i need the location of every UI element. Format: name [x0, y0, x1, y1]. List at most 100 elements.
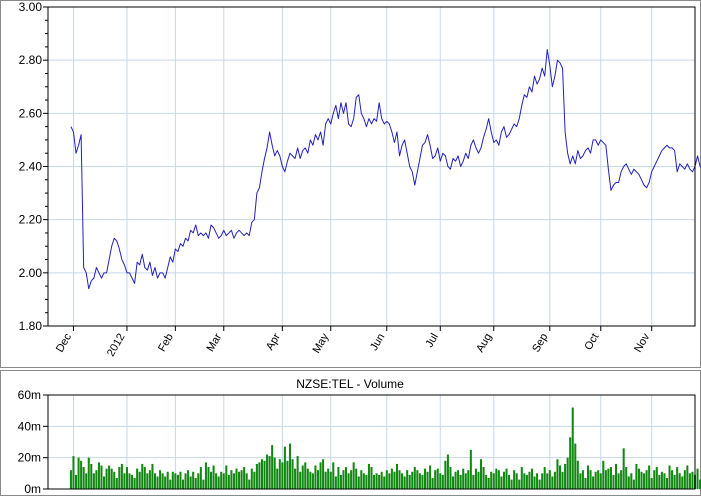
volume-bar: [92, 473, 95, 489]
volume-bar: [151, 463, 154, 489]
volume-y-tick-label: 0m: [24, 482, 41, 496]
volume-bars: [69, 407, 701, 489]
price-y-tick-label: 2.80: [19, 53, 43, 67]
volume-bar: [418, 473, 421, 489]
volume-y-tick-label: 60m: [18, 388, 41, 402]
volume-bar: [123, 473, 126, 489]
volume-bar: [189, 476, 192, 489]
volume-bar: [553, 471, 556, 489]
volume-bar: [487, 478, 490, 489]
volume-bar: [551, 476, 554, 489]
volume-bar: [146, 473, 149, 489]
volume-bar: [115, 478, 118, 489]
volume-bar: [640, 471, 643, 489]
volume-bar: [347, 473, 350, 489]
volume-bar: [250, 468, 253, 489]
volume-bar: [324, 471, 327, 489]
volume-bar: [383, 476, 386, 489]
volume-bar: [472, 474, 475, 489]
volume-bar: [665, 478, 668, 489]
volume-bar: [536, 473, 539, 489]
volume-bar: [660, 471, 663, 489]
volume-bar: [587, 465, 590, 489]
volume-bar: [352, 462, 355, 489]
volume-bar: [153, 473, 157, 489]
volume-bar: [485, 474, 488, 489]
volume-bar: [441, 474, 444, 489]
volume-bar: [235, 468, 238, 489]
volume-bar: [627, 476, 630, 489]
volume-bar: [548, 470, 551, 489]
volume-bar: [322, 459, 325, 489]
volume-bar: [655, 467, 658, 489]
volume-bar: [197, 473, 200, 489]
volume-bar: [497, 470, 500, 489]
volume-bar: [327, 468, 330, 489]
volume-bar: [314, 465, 317, 489]
volume-bar: [255, 463, 258, 489]
volume-bar: [143, 467, 146, 489]
volume-bar: [492, 473, 495, 489]
volume-bar: [505, 468, 508, 489]
volume-bar: [436, 468, 439, 489]
price-y-tick-label: 2.20: [19, 213, 43, 227]
volume-bar: [620, 470, 623, 489]
volume-bar: [668, 465, 671, 489]
volume-bar: [390, 468, 393, 489]
volume-bar: [630, 473, 633, 489]
volume-bar: [388, 473, 391, 489]
volume-bar: [100, 465, 103, 489]
volume-bar: [423, 468, 427, 489]
volume-bar: [110, 468, 113, 489]
volume-bar: [635, 463, 638, 489]
volume-bar: [85, 473, 88, 489]
volume-bar: [609, 467, 612, 489]
price-plot-area: [47, 6, 696, 327]
volume-bar: [658, 474, 661, 489]
volume-bar: [332, 462, 335, 489]
price-y-tick-label: 1.80: [19, 319, 43, 333]
volume-bar: [594, 471, 597, 489]
volume-bar: [380, 471, 383, 489]
volume-bar: [311, 473, 314, 489]
price-y-tick-label: 2.00: [19, 266, 43, 280]
volume-bar: [362, 473, 365, 489]
volume-bar: [176, 474, 179, 489]
price-panel-frame: [0, 0, 701, 368]
volume-bar: [459, 474, 462, 489]
volume-bar: [192, 471, 195, 489]
volume-bar: [220, 471, 223, 489]
volume-bar: [304, 462, 307, 489]
volume-bar: [184, 473, 187, 489]
price-line: [70, 49, 701, 290]
volume-bar: [688, 473, 691, 489]
volume-bar: [615, 463, 618, 489]
volume-bar: [523, 473, 526, 489]
price-series: [70, 49, 701, 290]
volume-bar: [477, 471, 480, 489]
volume-bar: [75, 474, 78, 489]
volume-bar: [194, 478, 197, 489]
volume-bar: [108, 465, 111, 489]
volume-bar: [592, 476, 595, 489]
volume-bar: [625, 467, 628, 489]
volume-bar: [296, 456, 299, 489]
volume-bar: [283, 446, 286, 489]
volume-bar: [691, 471, 694, 489]
volume-bar: [227, 474, 230, 489]
volume-bar: [676, 467, 679, 489]
volume-bar: [113, 471, 116, 489]
volume-bar: [401, 473, 404, 489]
price-y-tick-label: 3.00: [19, 0, 43, 14]
volume-bar: [454, 471, 457, 489]
volume-bar: [446, 454, 449, 489]
volume-y-tick-label: 40m: [18, 419, 41, 433]
volume-bar: [171, 471, 174, 489]
volume-bar: [156, 476, 159, 489]
volume-bar: [528, 471, 531, 489]
volume-bar: [490, 471, 493, 489]
volume-bar: [131, 474, 134, 489]
volume-bar: [90, 463, 93, 489]
volume-chart-title: NZSE:TEL - Volume: [296, 377, 404, 391]
volume-bar: [648, 465, 651, 489]
